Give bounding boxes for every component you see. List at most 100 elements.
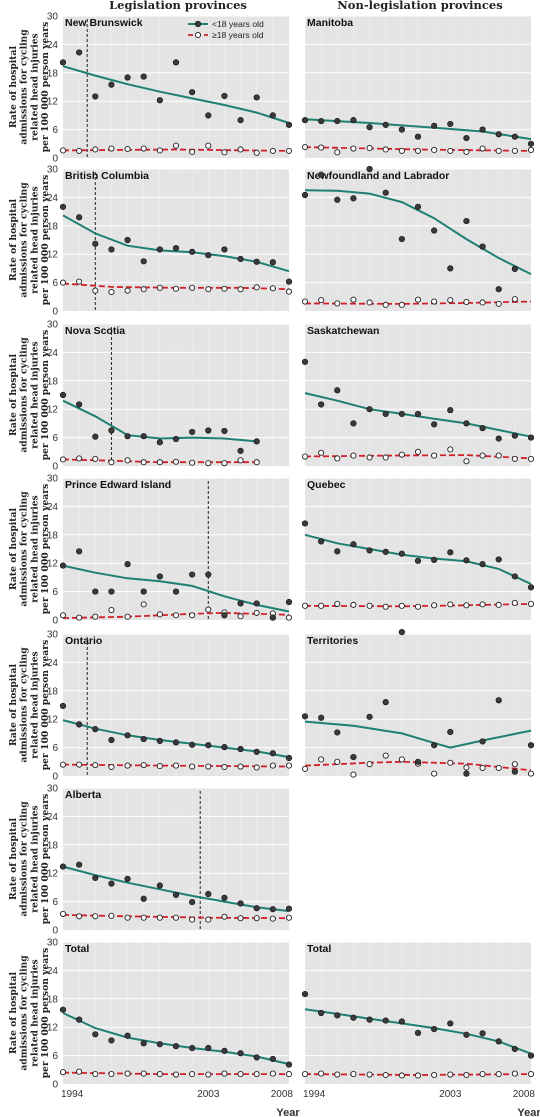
data-point-youth xyxy=(92,1031,99,1038)
data-point-adult xyxy=(527,1071,535,1078)
data-point-adult xyxy=(92,613,99,620)
data-point-adult xyxy=(527,600,535,607)
data-point-adult xyxy=(350,1071,357,1078)
y-axis-label-line: per 100 000 person years xyxy=(40,640,51,771)
data-point-youth xyxy=(366,406,373,413)
data-point-adult xyxy=(447,1071,454,1078)
data-point-adult xyxy=(76,913,83,920)
data-point-youth xyxy=(511,133,518,140)
data-point-adult xyxy=(285,914,293,921)
y-tick-label: 18 xyxy=(47,68,59,79)
data-point-adult xyxy=(140,601,147,608)
data-point-adult xyxy=(350,145,357,152)
data-point-adult xyxy=(172,458,180,465)
data-point-adult xyxy=(285,288,293,295)
data-point-adult xyxy=(59,147,67,154)
data-point-adult xyxy=(92,287,99,294)
panel-ontario-legislation: 0 6 12 18 24 30 Ontario Rate of hospitaladmissi… xyxy=(8,630,293,783)
data-point-adult xyxy=(92,455,99,462)
data-point-youth xyxy=(237,447,244,454)
y-axis-label-line: related head injuries xyxy=(29,959,40,1066)
data-point-adult xyxy=(398,451,405,458)
data-point-adult xyxy=(76,278,83,285)
data-point-youth xyxy=(479,126,486,133)
y-tick-label: 24 xyxy=(47,658,59,669)
data-point-youth xyxy=(59,562,67,569)
panel-title: New Brunswick xyxy=(65,17,143,29)
data-point-youth xyxy=(334,117,341,125)
data-point-adult xyxy=(59,456,67,463)
data-point-adult xyxy=(124,287,131,294)
data-point-adult xyxy=(76,455,83,462)
data-point-adult xyxy=(414,296,422,303)
data-point-youth xyxy=(76,861,83,868)
data-point-youth xyxy=(318,117,325,125)
data-point-youth xyxy=(447,1020,454,1027)
data-point-youth xyxy=(108,427,115,434)
data-point-adult xyxy=(124,762,131,769)
data-point-youth xyxy=(334,1012,341,1019)
data-point-adult xyxy=(76,1068,83,1075)
data-point-adult xyxy=(527,455,535,462)
data-point-youth xyxy=(366,547,373,554)
y-tick-label: 12 xyxy=(47,715,59,726)
data-point-youth xyxy=(479,738,486,745)
data-point-youth xyxy=(285,1061,293,1068)
data-point-youth xyxy=(156,882,163,889)
data-point-adult xyxy=(205,606,212,613)
x-axis-title-left: Year xyxy=(276,1107,300,1117)
data-point-youth xyxy=(189,571,196,578)
data-point-adult xyxy=(156,459,163,466)
data-point-youth xyxy=(334,729,341,736)
data-point-youth xyxy=(431,742,438,749)
data-point-adult xyxy=(124,1070,131,1077)
data-point-youth xyxy=(382,189,389,196)
data-point-adult xyxy=(511,761,518,768)
y-axis-label: Rate of hospitaladmissions for cyclingre… xyxy=(8,484,51,615)
data-point-youth xyxy=(237,255,244,263)
data-point-adult xyxy=(511,296,518,303)
data-point-adult xyxy=(205,286,212,293)
data-point-youth xyxy=(237,900,244,907)
y-tick-label: 30 xyxy=(47,784,59,795)
y-tick-label: 18 xyxy=(47,840,59,851)
data-point-youth xyxy=(447,549,454,556)
data-point-adult xyxy=(511,1070,518,1077)
data-point-adult xyxy=(253,915,260,922)
data-point-adult xyxy=(479,299,486,306)
data-point-adult xyxy=(156,1071,163,1078)
data-point-youth xyxy=(172,244,180,252)
data-point-adult xyxy=(382,603,389,610)
data-point-youth xyxy=(237,600,244,607)
data-point-adult xyxy=(431,770,438,777)
data-point-adult xyxy=(237,1071,244,1078)
y-tick-label: 24 xyxy=(47,812,59,823)
data-point-adult xyxy=(189,459,196,466)
data-point-youth xyxy=(334,387,341,394)
data-point-youth xyxy=(414,1029,422,1036)
data-point-youth xyxy=(76,721,83,728)
y-axis-label-line: per 100 000 person years xyxy=(40,175,51,306)
data-point-youth xyxy=(76,214,83,221)
data-point-youth xyxy=(156,573,163,580)
panel-total-legislation: 0 6 12 18 24 30 Total 1994 2003 2008 Rate of hospi… xyxy=(8,938,293,1101)
data-point-youth xyxy=(285,754,293,762)
data-point-adult xyxy=(414,147,422,154)
data-point-youth xyxy=(479,425,486,432)
y-axis-label-line: related head injuries xyxy=(29,186,40,293)
data-point-youth xyxy=(398,629,405,636)
data-point-adult xyxy=(221,763,228,771)
data-point-youth xyxy=(253,258,260,265)
y-tick-label: 18 xyxy=(47,221,59,232)
data-point-youth xyxy=(301,990,309,998)
y-tick-label: 0 xyxy=(52,616,58,627)
trend-line-youth xyxy=(304,1008,532,1055)
data-point-adult xyxy=(59,761,67,768)
data-point-adult xyxy=(350,452,357,459)
data-point-adult xyxy=(108,1071,115,1078)
y-tick-label: 30 xyxy=(47,474,59,485)
data-point-adult xyxy=(269,1070,276,1077)
y-axis-label-line: admissions for cycling xyxy=(19,337,30,453)
data-point-youth xyxy=(527,434,535,441)
panel-title: Prince Edward Island xyxy=(65,479,171,491)
